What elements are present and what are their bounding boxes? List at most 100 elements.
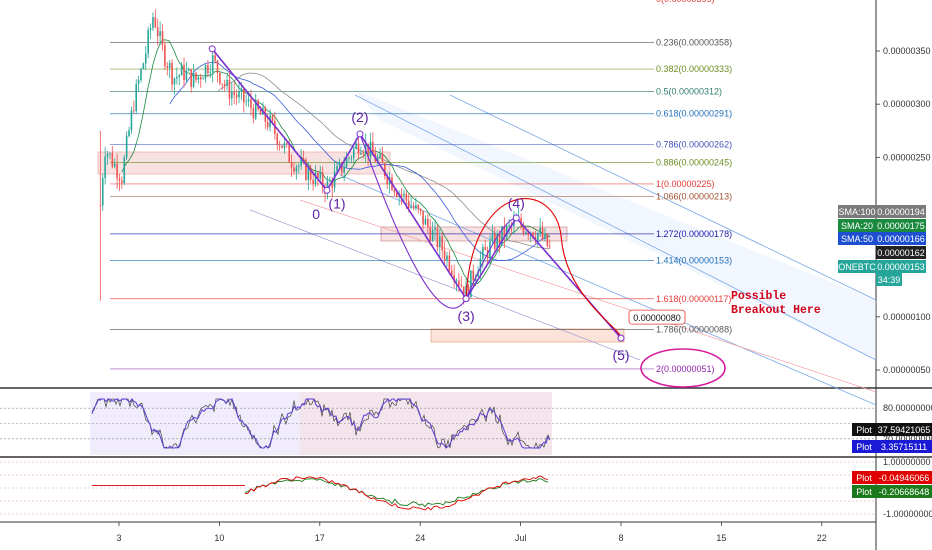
wave-pivot — [323, 186, 331, 194]
fib-level-label: 1.066(0.00000213) — [656, 192, 732, 202]
badge-name: SMA:50 — [841, 234, 873, 244]
candle-body — [422, 211, 424, 225]
candle-body — [527, 232, 530, 235]
osc-tick-label: 1.00000000 — [883, 457, 931, 467]
candle-body — [111, 153, 114, 167]
candle-body — [482, 247, 484, 259]
osc-badge-value: -0.04946066 — [879, 473, 930, 483]
time-tick-label: Jul — [515, 533, 527, 543]
candle-body — [101, 178, 104, 206]
candle-body — [357, 143, 360, 155]
candle-body — [221, 83, 224, 85]
fib-level-label: 0.786(0.00000262) — [656, 140, 732, 150]
candle-body — [106, 153, 109, 157]
candle-body — [140, 69, 142, 81]
target-ellipse — [640, 348, 726, 388]
candle-body — [362, 152, 365, 154]
candle-body — [156, 27, 159, 37]
stoch-tick-label: 80.00000000 — [883, 403, 932, 413]
candle-body — [317, 172, 319, 179]
candle-body — [348, 157, 350, 159]
badge-value: 0.00000166 — [877, 234, 925, 244]
candle-body — [458, 280, 460, 286]
badge-name-bg — [838, 205, 876, 218]
candle-body — [183, 64, 185, 80]
time-axis[interactable]: 3 10 17 24 Jul 8 15 22 — [116, 522, 827, 543]
candle-body — [192, 72, 195, 87]
time-tick-label: 15 — [716, 533, 726, 543]
candle-body — [498, 233, 501, 244]
candle-body — [537, 232, 539, 241]
candle-body — [135, 84, 138, 112]
candle-body — [235, 94, 238, 98]
candle-body — [242, 88, 245, 103]
price-tick-label: 0.00000100 — [883, 312, 931, 322]
badge-name: ONEBTC — [838, 262, 876, 272]
channel-lower-line — [249, 209, 641, 361]
candle-body — [412, 206, 415, 209]
candle-body — [479, 258, 482, 272]
candle-body — [211, 55, 214, 73]
candle-body — [173, 78, 176, 85]
wave-curve — [359, 133, 517, 309]
badge-value: 0.00000162 — [877, 248, 925, 258]
candle-body — [427, 218, 429, 228]
badge-name-bg — [838, 232, 876, 245]
badge-value: 0.00000194 — [877, 207, 925, 217]
badge-name: SMA:20 — [841, 221, 873, 231]
candle-body — [123, 157, 126, 184]
candle-body — [546, 233, 549, 247]
candle-body — [245, 101, 247, 103]
time-tick-label: 10 — [214, 533, 224, 543]
candle-body — [149, 28, 152, 31]
oscillator-pane[interactable]: 1.00000000 -1.00000000 Plot -0.04946066 Plot… — [0, 457, 932, 519]
target-price-label: 0.00000080 — [633, 313, 681, 323]
candle-body — [352, 148, 355, 158]
candle-body — [238, 91, 240, 98]
candle-body — [436, 227, 439, 248]
candle-body — [137, 80, 140, 85]
candle-body — [312, 179, 314, 185]
candle-body — [307, 168, 310, 180]
osc-red-line — [244, 475, 549, 511]
wave-pivot — [512, 214, 520, 222]
countdown-bg — [876, 273, 902, 286]
channel-outer-line — [449, 94, 877, 301]
channel-upper-line — [354, 94, 877, 361]
candle-body — [274, 121, 276, 134]
candle-body — [302, 159, 305, 160]
price-tick-label: 0.00000300 — [883, 99, 931, 109]
candle-body — [209, 72, 212, 74]
stoch-badge-value-bg — [876, 440, 932, 453]
candle-body — [505, 225, 508, 238]
candle-body — [199, 76, 202, 80]
candle-body — [453, 275, 455, 282]
candle-body — [178, 75, 181, 77]
time-tick-label: 8 — [618, 533, 623, 543]
osc-badge-name-bg — [852, 485, 876, 498]
candle-body — [470, 270, 472, 298]
candle-body — [319, 172, 322, 179]
channel-middle-line — [339, 174, 877, 406]
candle-body — [548, 246, 551, 248]
badge-name-bg — [838, 219, 876, 232]
candle-body — [207, 65, 209, 74]
candle-body — [496, 233, 498, 249]
candle-body — [118, 178, 121, 181]
badge-value-bg — [876, 219, 926, 232]
candle-body — [419, 208, 422, 212]
fib-level-label: 0.618(0.00000291) — [656, 109, 732, 119]
candle-body — [144, 53, 147, 64]
candle-body — [271, 115, 274, 122]
candle-body — [343, 167, 345, 173]
candle-body — [446, 255, 448, 261]
price-axis[interactable]: 0.00000350 0.00000300 0.00000250 0.00000100… — [876, 46, 931, 375]
candle-body — [329, 180, 331, 182]
fib-level-label: 2(0.00000051) — [656, 364, 715, 374]
badge-name: SMA:100 — [838, 207, 875, 217]
stoch-rsi-pane[interactable]: 80.00000000 20.00000000 Plot 37.59421065 Plo… — [0, 392, 932, 455]
breakout-annotation-line2: Breakout Here — [731, 304, 821, 317]
candle-body — [393, 190, 396, 193]
candle-body — [133, 110, 135, 112]
